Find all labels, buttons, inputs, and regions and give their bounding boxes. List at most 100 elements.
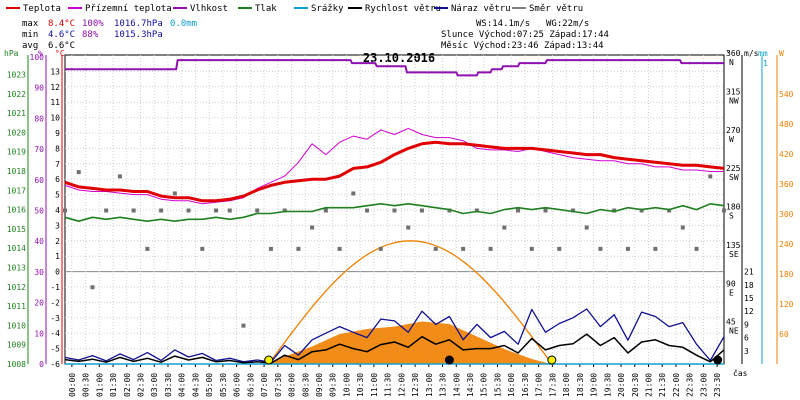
sunrise-marker — [264, 355, 274, 365]
x-tick-label: 07:30 — [274, 373, 283, 397]
wind-direction-point — [419, 208, 424, 213]
celsius-tick-label: 10 — [50, 114, 60, 123]
x-tick-label: 20:30 — [631, 373, 640, 397]
x-tick-label: 13:30 — [439, 373, 448, 397]
stats-max-rain: 0.0mm — [170, 19, 197, 29]
x-tick-label: 21:00 — [644, 373, 653, 397]
x-tick-label: 04:00 — [178, 373, 187, 397]
x-tick-label: 09:00 — [315, 373, 324, 397]
wm2-tick-label: 240 — [779, 240, 794, 249]
wind-direction-point — [406, 225, 411, 230]
hpa-tick-label: 1014 — [7, 244, 26, 253]
moonrise-marker — [713, 355, 723, 365]
wind-direction-point — [488, 246, 493, 251]
series-pressure — [64, 203, 725, 222]
series-temperature — [64, 140, 725, 203]
hpa-tick-label: 1016 — [7, 206, 26, 215]
stats-max-label: max — [22, 19, 39, 29]
hpa-tick-label: 1015 — [7, 225, 26, 234]
direction-tick-label: 135 — [726, 241, 741, 250]
wind-direction-point — [172, 191, 177, 196]
stats-min-hum: 88% — [82, 30, 99, 40]
wind-direction-point — [117, 174, 122, 179]
wind-direction-point — [365, 208, 370, 213]
percent-tick-label: 50 — [34, 207, 44, 216]
grid — [64, 54, 725, 365]
x-tick-label: 14:30 — [466, 373, 475, 397]
stats-min-press: 1015.3hPa — [114, 30, 163, 40]
percent-tick-label: 100 — [30, 53, 45, 62]
stats-min-label: min — [22, 30, 38, 40]
x-tick-label: 16:30 — [521, 373, 530, 397]
stats-sun: Slunce Východ:07:25 Západ:17:44 — [441, 30, 609, 40]
direction-tick-label: S — [729, 212, 734, 221]
legend-label-1: Přízemní teplota — [85, 4, 172, 14]
x-tick-label: 04:30 — [191, 373, 200, 397]
axis-label-left-1: % — [38, 49, 43, 58]
direction-tick-label: 90 — [726, 279, 736, 288]
axis-label-left-0: hPa — [4, 49, 19, 58]
celsius-tick-label: 12 — [50, 83, 60, 92]
wind-direction-point — [639, 208, 644, 213]
wind-direction-point — [131, 208, 136, 213]
x-tick-label: 14:00 — [452, 373, 461, 397]
x-tick-label: 17:00 — [535, 373, 544, 397]
wind-direction-point — [447, 208, 452, 213]
hpa-tick-label: 1017 — [7, 186, 26, 195]
stats-max-press: 1016.7hPa — [114, 19, 163, 29]
celsius-tick-label: 1 — [55, 252, 60, 261]
hpa-tick-label: 1020 — [7, 128, 26, 137]
wind-direction-point — [351, 191, 356, 196]
hpa-tick-label: 1010 — [7, 321, 26, 330]
wind-direction-point — [310, 225, 315, 230]
wm2-tick-label: 60 — [779, 330, 789, 339]
x-tick-label: 08:30 — [301, 373, 310, 397]
x-tick-label: 02:00 — [123, 373, 132, 397]
wind-direction-point — [282, 208, 287, 213]
celsius-tick-label: -1 — [50, 283, 60, 292]
legend-label-2: Vlhkost — [190, 4, 228, 14]
direction-tick-label: 360 — [726, 49, 741, 58]
celsius-tick-label: 6 — [55, 175, 60, 184]
x-tick-label: 20:00 — [617, 373, 626, 397]
wind-direction-point — [653, 246, 658, 251]
x-tick-label: 06:30 — [246, 373, 255, 397]
hpa-tick-label: 1023 — [7, 71, 26, 80]
x-tick-label: 18:30 — [576, 373, 585, 397]
direction-tick-label: 225 — [726, 164, 741, 173]
wm2-tick-label: 120 — [779, 300, 794, 309]
wind-direction-point — [474, 208, 479, 213]
wind-direction-point — [722, 208, 726, 213]
wind-direction-point — [502, 225, 507, 230]
hpa-tick-label: 1009 — [7, 341, 26, 350]
celsius-tick-label: -6 — [50, 360, 60, 369]
x-tick-label: 05:30 — [219, 373, 228, 397]
direction-tick-label: 270 — [726, 126, 741, 135]
celsius-tick-label: 3 — [55, 221, 60, 230]
percent-tick-label: 60 — [34, 176, 44, 185]
direction-tick-label: 315 — [726, 87, 741, 96]
ms-tick-label: 18 — [744, 281, 754, 290]
wind-direction-point — [378, 246, 383, 251]
stats-min-temp: 4.6°C — [48, 30, 75, 40]
wind-direction-point — [543, 208, 548, 213]
wind-direction-point — [584, 225, 589, 230]
hpa-tick-label: 1021 — [7, 109, 26, 118]
legend-label-4: Srážky — [311, 4, 344, 14]
celsius-tick-label: 8 — [55, 144, 60, 153]
wind-direction-point — [268, 246, 273, 251]
ms-tick-label: 21 — [744, 268, 754, 277]
wind-direction-point — [625, 246, 630, 251]
hpa-tick-label: 1008 — [7, 360, 26, 369]
axis-label-right-2: mm — [758, 49, 768, 58]
x-tick-label: 05:00 — [205, 373, 214, 397]
x-tick-label: 01:30 — [109, 373, 118, 397]
wind-direction-point — [598, 246, 603, 251]
direction-tick-label: W — [729, 135, 734, 144]
wind-direction-point — [337, 246, 342, 251]
axis-label-right-1: m/s — [744, 49, 759, 58]
celsius-tick-label: 7 — [55, 160, 60, 169]
series-solar-radiation — [268, 321, 551, 364]
direction-tick-label: SW — [729, 173, 739, 182]
legend-label-3: Tlak — [255, 4, 277, 14]
